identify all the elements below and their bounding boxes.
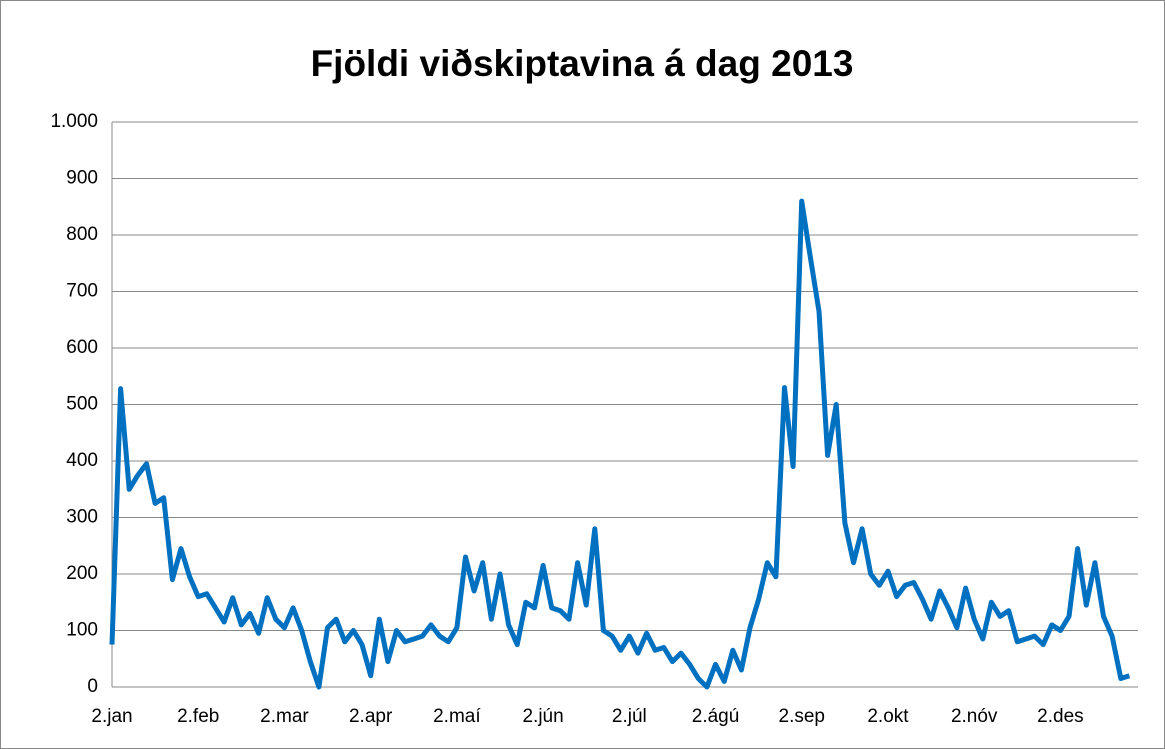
x-tick-label: 2.júl bbox=[612, 706, 647, 727]
y-tick-label: 800 bbox=[66, 224, 98, 245]
y-tick-label: 0 bbox=[87, 676, 98, 697]
y-tick-label: 700 bbox=[66, 281, 98, 302]
x-tick-label: 2.mar bbox=[260, 706, 309, 727]
x-tick-label: 2.sep bbox=[779, 706, 825, 727]
y-tick-label: 200 bbox=[66, 563, 98, 584]
y-tick-label: 100 bbox=[66, 620, 98, 641]
y-tick-label: 300 bbox=[66, 507, 98, 528]
y-tick-label: 500 bbox=[66, 394, 98, 415]
x-tick-label: 2.apr bbox=[349, 706, 393, 727]
x-tick-label: 2.okt bbox=[867, 706, 909, 727]
x-tick-label: 2.maí bbox=[433, 706, 481, 727]
chart-title: Fjöldi viðskiptavina á dag 2013 bbox=[311, 43, 854, 84]
y-tick-label: 600 bbox=[66, 337, 98, 358]
data-line bbox=[109, 198, 1131, 690]
x-tick-label: 2.feb bbox=[177, 706, 219, 727]
x-tick-label: 2.des bbox=[1037, 706, 1083, 727]
y-tick-label: 900 bbox=[66, 168, 98, 189]
x-tick-label: 2.jún bbox=[522, 706, 563, 727]
y-tick-label: 1.000 bbox=[50, 111, 98, 132]
x-tick-label: 2.jan bbox=[91, 706, 132, 727]
y-tick-label: 400 bbox=[66, 450, 98, 471]
x-tick-label: 2.ágú bbox=[692, 706, 740, 727]
x-tick-label: 2.nóv bbox=[951, 706, 998, 727]
